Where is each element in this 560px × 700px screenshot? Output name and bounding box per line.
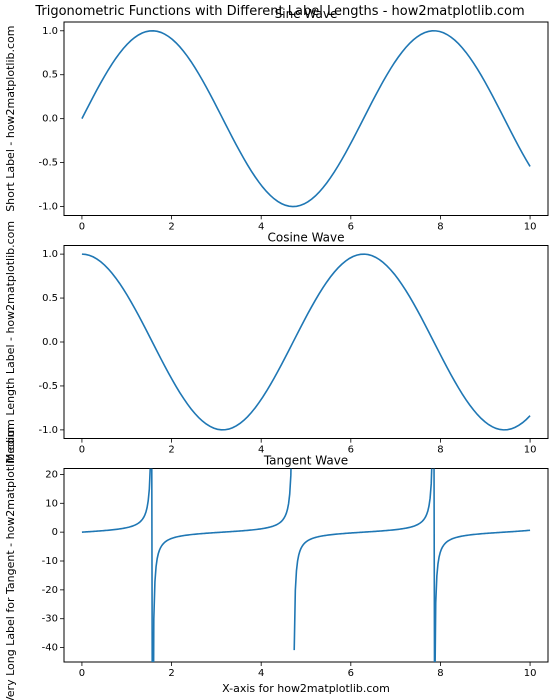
- xtick-label: 6: [348, 668, 354, 679]
- ytick-label: -0.5: [38, 381, 58, 392]
- subplot-title: Cosine Wave: [267, 230, 344, 244]
- xtick-label: 0: [79, 668, 85, 679]
- ytick-label: 0.0: [42, 114, 58, 125]
- axes-border: [64, 469, 548, 662]
- xtick-label: 6: [348, 445, 354, 456]
- ytick-label: 0: [52, 527, 58, 538]
- ytick-label: 1.0: [42, 249, 58, 260]
- xtick-label: 10: [524, 668, 537, 679]
- axes-border: [64, 245, 548, 438]
- ytick-label: 10: [45, 498, 58, 509]
- subplot-title: Sine Wave: [275, 7, 338, 21]
- ytick-label: 0.5: [42, 293, 58, 304]
- ytick-label: 20: [45, 469, 58, 480]
- ytick-label: -40: [42, 643, 58, 654]
- xtick-label: 4: [258, 221, 264, 232]
- xtick-label: 2: [168, 445, 174, 456]
- ytick-label: -1.0: [38, 202, 58, 213]
- xtick-label: 0: [79, 445, 85, 456]
- xtick-label: 10: [524, 221, 537, 232]
- ytick-label: -20: [42, 585, 58, 596]
- ytick-label: -1.0: [38, 425, 58, 436]
- xtick-label: 2: [168, 668, 174, 679]
- ytick-label: -10: [42, 556, 58, 567]
- ytick-label: 0.0: [42, 337, 58, 348]
- figure: Trigonometric Functions with Different L…: [0, 0, 560, 700]
- xtick-label: 0: [79, 221, 85, 232]
- xtick-label: 6: [348, 221, 354, 232]
- xtick-label: 4: [258, 668, 264, 679]
- data-line: [82, 31, 530, 207]
- ytick-label: -30: [42, 614, 58, 625]
- subplot-title: Tangent Wave: [263, 454, 348, 468]
- xlabel: X-axis for how2matplotlib.com: [222, 682, 390, 695]
- ytick-label: 1.0: [42, 26, 58, 37]
- xtick-label: 8: [437, 668, 443, 679]
- xtick-label: 8: [437, 445, 443, 456]
- ytick-label: 0.5: [42, 70, 58, 81]
- xtick-label: 2: [168, 221, 174, 232]
- xtick-label: 8: [437, 221, 443, 232]
- xtick-label: 10: [524, 445, 537, 456]
- data-line: [82, 254, 530, 430]
- figure-svg: Trigonometric Functions with Different L…: [0, 0, 560, 700]
- ytick-label: -0.5: [38, 158, 58, 169]
- ylabel: Very Long Label for Tangent - how2matplo…: [4, 427, 17, 700]
- ylabel: Short Label - how2matplotlib.com: [4, 26, 17, 212]
- axes-border: [64, 22, 548, 215]
